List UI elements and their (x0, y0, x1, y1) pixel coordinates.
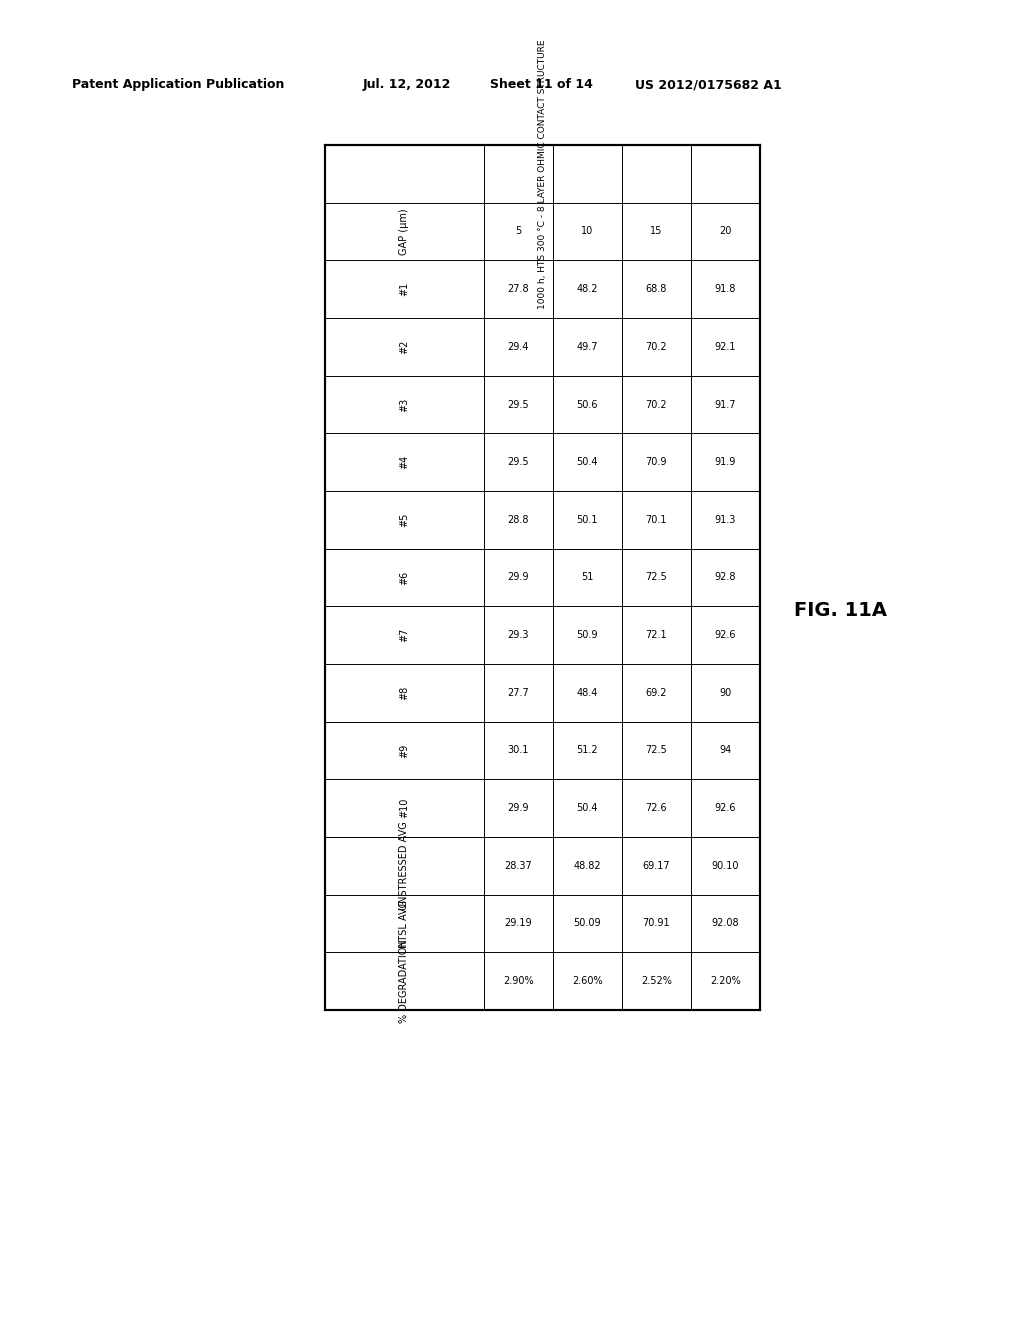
Text: 90: 90 (719, 688, 731, 698)
Text: 20: 20 (719, 227, 732, 236)
Text: 69.2: 69.2 (646, 688, 668, 698)
Text: Jul. 12, 2012: Jul. 12, 2012 (362, 78, 452, 91)
Text: 50.09: 50.09 (573, 919, 601, 928)
Text: 29.9: 29.9 (508, 803, 529, 813)
Text: #1: #1 (399, 282, 410, 296)
Text: 50.1: 50.1 (577, 515, 598, 525)
Text: 72.5: 72.5 (645, 573, 668, 582)
Text: 50.9: 50.9 (577, 630, 598, 640)
Text: 2.60%: 2.60% (572, 977, 603, 986)
Text: #4: #4 (399, 455, 410, 470)
Text: 50.6: 50.6 (577, 400, 598, 409)
Text: 51.2: 51.2 (577, 746, 598, 755)
Text: 29.5: 29.5 (508, 400, 529, 409)
Text: GAP (μm): GAP (μm) (399, 209, 410, 255)
Text: 92.6: 92.6 (715, 630, 736, 640)
Text: HTSL AVG: HTSL AVG (399, 899, 410, 948)
Text: 92.8: 92.8 (715, 573, 736, 582)
Text: 28.8: 28.8 (508, 515, 529, 525)
Text: 92.6: 92.6 (715, 803, 736, 813)
Text: 91.7: 91.7 (715, 400, 736, 409)
Text: 72.5: 72.5 (645, 746, 668, 755)
Text: 70.91: 70.91 (643, 919, 671, 928)
Text: Sheet 11 of 14: Sheet 11 of 14 (490, 78, 593, 91)
Text: 70.2: 70.2 (645, 342, 668, 352)
Text: 72.1: 72.1 (645, 630, 668, 640)
Text: #10: #10 (399, 799, 410, 818)
Text: 48.4: 48.4 (577, 688, 598, 698)
Text: #7: #7 (399, 628, 410, 643)
Text: FIG. 11A: FIG. 11A (794, 601, 887, 619)
Text: 68.8: 68.8 (646, 284, 667, 294)
Text: 28.37: 28.37 (505, 861, 532, 871)
Text: 2.52%: 2.52% (641, 977, 672, 986)
Text: 70.9: 70.9 (646, 457, 668, 467)
Text: 29.9: 29.9 (508, 573, 529, 582)
Text: 50.4: 50.4 (577, 457, 598, 467)
Text: #6: #6 (399, 570, 410, 585)
Text: 50.4: 50.4 (577, 803, 598, 813)
Text: 91.9: 91.9 (715, 457, 736, 467)
Text: 30.1: 30.1 (508, 746, 529, 755)
Text: 5: 5 (515, 227, 521, 236)
Text: 94: 94 (719, 746, 731, 755)
Text: #5: #5 (399, 512, 410, 527)
Text: 70.1: 70.1 (646, 515, 668, 525)
Text: 49.7: 49.7 (577, 342, 598, 352)
Text: 92.08: 92.08 (712, 919, 739, 928)
Text: 29.3: 29.3 (508, 630, 529, 640)
Text: 72.6: 72.6 (645, 803, 668, 813)
Text: 27.7: 27.7 (508, 688, 529, 698)
Text: 90.10: 90.10 (712, 861, 739, 871)
Text: 51: 51 (582, 573, 594, 582)
Text: 92.1: 92.1 (715, 342, 736, 352)
Text: 29.4: 29.4 (508, 342, 529, 352)
Text: % DEGRADATION: % DEGRADATION (399, 940, 410, 1023)
Text: 2.90%: 2.90% (503, 977, 534, 986)
Text: 29.5: 29.5 (508, 457, 529, 467)
Text: 91.8: 91.8 (715, 284, 736, 294)
Text: 29.19: 29.19 (505, 919, 532, 928)
Text: 2.20%: 2.20% (710, 977, 740, 986)
Text: #3: #3 (399, 397, 410, 412)
Text: 10: 10 (582, 227, 594, 236)
Text: US 2012/0175682 A1: US 2012/0175682 A1 (635, 78, 781, 91)
Text: 48.2: 48.2 (577, 284, 598, 294)
Text: #2: #2 (399, 339, 410, 354)
Text: 15: 15 (650, 227, 663, 236)
Text: 27.8: 27.8 (508, 284, 529, 294)
Text: UNSTRESSED AVG: UNSTRESSED AVG (399, 821, 410, 911)
Text: 48.82: 48.82 (573, 861, 601, 871)
Text: 69.17: 69.17 (643, 861, 671, 871)
Text: 70.2: 70.2 (645, 400, 668, 409)
Text: #8: #8 (399, 685, 410, 700)
Text: #9: #9 (399, 743, 410, 758)
Text: 91.3: 91.3 (715, 515, 736, 525)
Text: Patent Application Publication: Patent Application Publication (72, 78, 285, 91)
Text: 1000 h, HTS 300 °C - 8 LAYER OHMIC CONTACT STRUCTURE: 1000 h, HTS 300 °C - 8 LAYER OHMIC CONTA… (538, 40, 547, 309)
